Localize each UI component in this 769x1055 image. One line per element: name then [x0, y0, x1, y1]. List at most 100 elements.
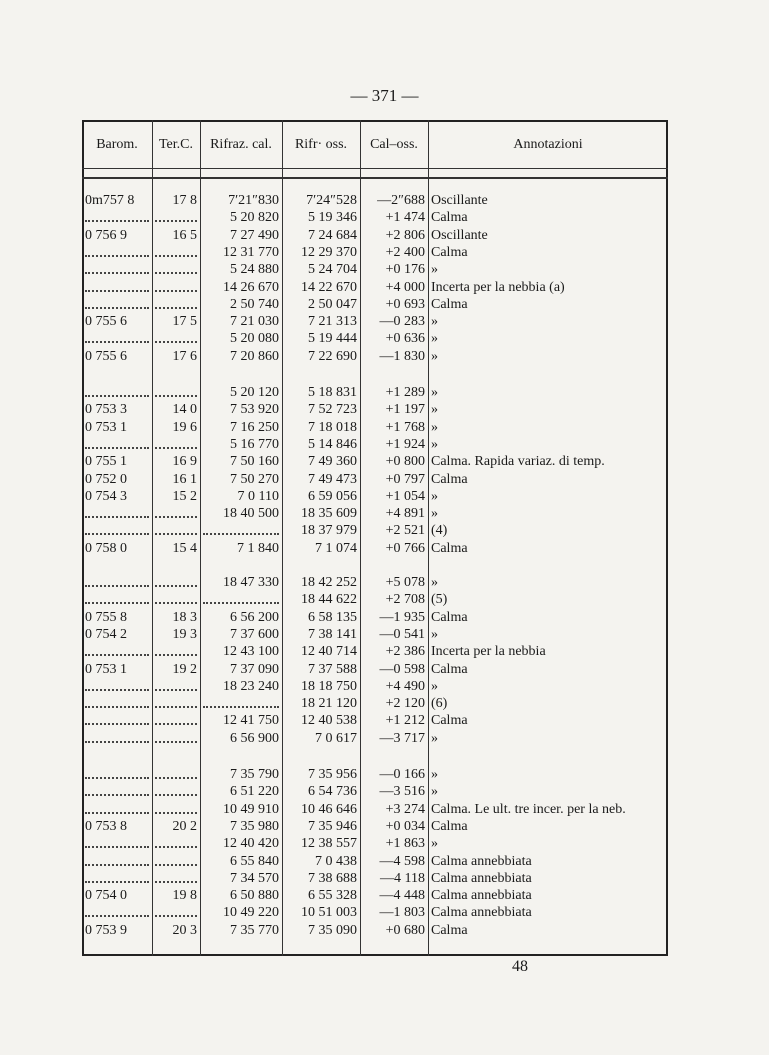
- annotation: Calma annebbiata: [431, 888, 532, 904]
- cell-value: +3 274: [385, 801, 425, 817]
- annotation: (5): [431, 592, 448, 608]
- empty-leader: [155, 384, 197, 397]
- empty-leader: [85, 835, 149, 849]
- cell-value: 7 35 770: [230, 922, 279, 938]
- cell-value: —0 283: [379, 314, 426, 330]
- empty-leader: [155, 296, 197, 309]
- annotation: Calma annebbiata: [431, 870, 532, 886]
- empty-leader: [85, 643, 149, 657]
- cell-value: 17 5: [172, 314, 198, 330]
- cell-value: +1 197: [385, 402, 425, 418]
- annotation: Calma: [431, 540, 468, 556]
- cell-value: 0 753 3: [85, 402, 127, 418]
- cell-value: +1 212: [385, 713, 425, 729]
- cell-value: 5 20 080: [230, 331, 279, 347]
- cell-value: 7 24 684: [308, 227, 357, 243]
- cell-value: 2 50 740: [230, 296, 279, 312]
- empty-leader: [85, 244, 149, 257]
- cell-value: 5 18 831: [308, 385, 357, 400]
- cell-value: 6 51 220: [230, 784, 279, 800]
- annotation: Calma: [431, 713, 468, 729]
- cell-value: 18 40 500: [223, 506, 279, 522]
- cell-value: 18 44 622: [301, 592, 357, 608]
- rule: [82, 168, 668, 169]
- annotation: (6): [431, 696, 448, 712]
- cell-value: +1 054: [385, 488, 425, 504]
- cell-value: +5 078: [385, 575, 425, 590]
- cell-value: 7 49 473: [308, 471, 357, 487]
- empty-leader: [85, 574, 149, 587]
- cell-value: 6 58 135: [308, 609, 357, 625]
- cell-value: 19 3: [172, 626, 198, 642]
- cell-value: 0 754 3: [85, 488, 127, 504]
- annotation: »: [431, 331, 438, 347]
- cell-value: +1 768: [385, 419, 425, 435]
- cell-value: —2″688: [377, 193, 425, 208]
- cell-value: +0 800: [385, 454, 425, 470]
- cell-value: 16 9: [172, 454, 198, 470]
- cell-value: —1 803: [379, 905, 426, 921]
- cell-value: +1 924: [385, 436, 425, 452]
- cell-value: +2 708: [385, 592, 425, 608]
- empty-leader: [85, 712, 149, 726]
- cell-value: 0 755 6: [85, 348, 127, 364]
- cell-value: 12 38 557: [301, 836, 357, 852]
- empty-leader: [155, 522, 197, 536]
- annotation: »: [431, 488, 438, 504]
- annotation: Calma: [431, 661, 468, 677]
- footer-number: 48: [512, 958, 528, 975]
- annotation: »: [431, 314, 438, 330]
- cell-value: +2 120: [385, 696, 425, 712]
- empty-leader: [85, 591, 149, 605]
- cell-value: 7 52 723: [308, 402, 357, 418]
- empty-leader: [155, 643, 197, 657]
- empty-leader: [85, 783, 149, 797]
- empty-leader: [155, 766, 197, 779]
- column-header: Ter.C.: [158, 137, 193, 152]
- cell-value: 18 37 979: [301, 523, 357, 539]
- table-frame: [82, 120, 668, 956]
- empty-leader: [155, 436, 197, 449]
- cell-value: 12 40 420: [223, 836, 279, 852]
- annotation: Calma: [431, 609, 468, 625]
- cell-value: 5 19 346: [308, 210, 357, 226]
- cell-value: 7 37 588: [308, 661, 357, 677]
- cell-value: 0 754 0: [85, 888, 127, 904]
- cell-value: 7 0 617: [315, 730, 357, 746]
- cell-value: 10 49 220: [223, 905, 279, 921]
- empty-leader: [203, 591, 279, 605]
- cell-value: 6 55 328: [308, 888, 357, 904]
- column-header: Barom.: [96, 137, 138, 152]
- cell-value: 19 8: [172, 888, 198, 904]
- cell-value: 0 752 0: [85, 471, 127, 487]
- cell-value: —1 830: [379, 348, 426, 364]
- empty-leader: [85, 801, 149, 814]
- empty-leader: [85, 505, 149, 519]
- cell-value: +1 863: [385, 836, 425, 852]
- cell-value: +1 289: [385, 385, 425, 400]
- cell-value: 7 34 570: [230, 870, 279, 886]
- empty-leader: [85, 678, 149, 691]
- annotation: »: [431, 262, 438, 278]
- empty-leader: [155, 244, 197, 257]
- empty-leader: [155, 853, 197, 866]
- cell-value: 5 14 846: [308, 436, 357, 452]
- cell-value: —0 541: [379, 626, 426, 642]
- cell-value: 18 42 252: [301, 575, 357, 590]
- empty-leader: [155, 505, 197, 519]
- cell-value: 7 38 688: [308, 870, 357, 886]
- cell-value: 7 35 956: [308, 767, 357, 782]
- annotation: Calma. Le ult. tre incer. per la neb.: [431, 801, 626, 817]
- cell-value: 7 49 360: [308, 454, 357, 470]
- cell-value: 7 50 160: [230, 454, 279, 470]
- empty-leader: [155, 783, 197, 797]
- cell-value: —1 935: [379, 609, 426, 625]
- cell-value: 7 53 920: [230, 402, 279, 418]
- empty-leader: [155, 870, 197, 883]
- cell-value: 7 35 790: [230, 767, 279, 782]
- cell-value: 7 16 250: [230, 419, 279, 435]
- cell-value: 7 0 110: [237, 488, 279, 504]
- cell-value: +4 490: [385, 678, 425, 694]
- annotation: »: [431, 678, 438, 694]
- cell-value: 7 35 090: [308, 922, 357, 938]
